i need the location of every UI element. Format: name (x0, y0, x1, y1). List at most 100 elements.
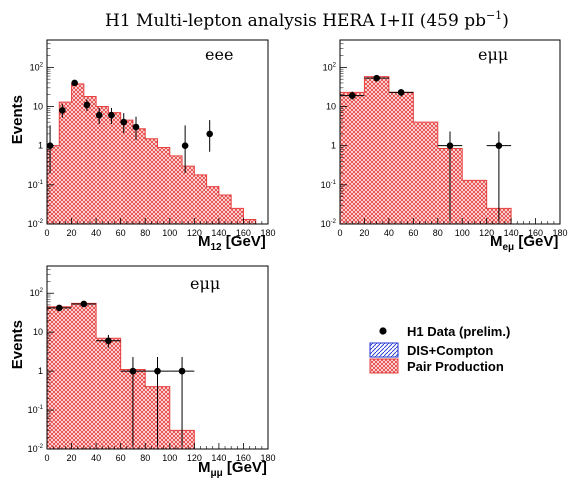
x-tick-label: 60 (116, 453, 126, 463)
y-tick-label: 102 (323, 62, 337, 72)
x-tick-label: 160 (236, 228, 251, 238)
data-point (373, 74, 380, 82)
x-tick-label: 80 (140, 228, 150, 238)
legend-swatch-dis-compton (369, 342, 399, 358)
histogram-bar (388, 92, 414, 224)
data-point (181, 142, 189, 149)
histogram-bar (169, 155, 183, 224)
legend: H1 Data (prelim.) DIS+Compton Pair Produ… (369, 324, 510, 374)
x-tick-label: 80 (140, 453, 150, 463)
y-tick-label: 102 (30, 62, 44, 72)
data-point (132, 123, 140, 131)
x-tick-label: 80 (433, 228, 443, 238)
x-tick-label: 180 (260, 453, 275, 463)
histogram-bar (194, 174, 207, 224)
y-tick-label: 10 (33, 327, 43, 337)
histogram-bar (96, 338, 121, 449)
y-tick-label: 10-2 (28, 219, 44, 229)
data-point (71, 79, 78, 87)
histogram-outline (46, 302, 195, 449)
legend-marker-data (379, 327, 387, 335)
x-tick-label: 180 (260, 228, 275, 238)
histogram-bar (132, 128, 146, 224)
x-axis-title: Meμ [GeV] (490, 233, 558, 253)
x-tick-label: 160 (528, 228, 543, 238)
data-point (83, 101, 91, 109)
panel-label: eee (205, 45, 233, 64)
legend-swatch-pair-production (369, 358, 399, 374)
x-tick-label: 140 (211, 228, 226, 238)
y-tick-label: 1 (38, 366, 43, 376)
x-tick-label: 120 (187, 228, 202, 238)
x-tick-label: 140 (504, 228, 519, 238)
x-tick-label: 0 (44, 228, 49, 238)
legend-label-dis-compton: DIS+Compton (407, 343, 493, 358)
data-point (55, 304, 63, 312)
y-tick-label: 10-2 (28, 444, 44, 454)
x-tick-label: 20 (67, 453, 77, 463)
x-tick-label: 20 (359, 228, 369, 238)
x-tick-label: 180 (552, 228, 567, 238)
histogram-bar (120, 120, 133, 224)
data-point (95, 111, 103, 119)
histogram-bar (218, 195, 232, 224)
x-tick-label: 120 (479, 228, 494, 238)
histogram-bar (145, 138, 158, 224)
data-point (178, 367, 186, 375)
histogram-bar (108, 112, 121, 224)
x-axis-title: Mμμ [GeV] (198, 459, 267, 479)
data-point (154, 367, 161, 375)
y-tick-label: 1 (331, 141, 336, 151)
histogram-bar (71, 83, 84, 225)
data-point (129, 367, 137, 375)
histogram-bar (59, 102, 72, 224)
data-point (80, 300, 88, 308)
figure-title: H1 Multi-lepton analysis HERA I+II (459 … (105, 9, 509, 31)
histogram-bar (206, 186, 219, 224)
histogram-bar (157, 147, 170, 224)
y-axis-title: Events (9, 95, 26, 144)
x-tick-label: 60 (116, 228, 126, 238)
y-tick-label: 1 (38, 141, 43, 151)
x-tick-label: 20 (67, 228, 77, 238)
panel-label: eμμ (190, 274, 220, 293)
panel-label: eμμ (478, 45, 508, 64)
histogram-bar (413, 122, 438, 224)
x-tick-label: 100 (162, 453, 177, 463)
x-tick-label: 140 (211, 453, 226, 463)
x-tick-label: 0 (337, 228, 342, 238)
data-point (108, 111, 115, 119)
plot-panel-emumu-mass-emu: 0 20 40 60 80 100 120 140 160 180 10-2 10-1 1 10 102 eμ… (321, 39, 568, 253)
data-point (495, 142, 503, 149)
data-point (348, 92, 356, 99)
y-tick-label: 10-1 (321, 180, 337, 190)
x-tick-label: 100 (162, 228, 177, 238)
x-tick-label: 120 (187, 453, 202, 463)
histogram-outline (46, 83, 257, 224)
histogram-outline (339, 76, 512, 224)
y-tick-label: 10-1 (28, 180, 44, 190)
histogram-bar (47, 306, 72, 449)
x-tick-label: 100 (455, 228, 470, 238)
data-point (105, 337, 112, 345)
x-tick-label: 60 (408, 228, 418, 238)
legend-label-data: H1 Data (prelim.) (407, 324, 510, 339)
histogram-bar (71, 303, 97, 449)
x-tick-label: 40 (91, 453, 101, 463)
data-point (446, 142, 454, 149)
y-tick-label: 10-2 (321, 219, 337, 229)
data-point (397, 89, 405, 96)
y-tick-label: 10 (33, 102, 43, 112)
x-tick-label: 40 (91, 228, 101, 238)
histogram-bar (340, 92, 365, 224)
x-axis-title: M12 [GeV] (198, 233, 266, 253)
y-tick-label: 10 (326, 102, 336, 112)
histogram-bar (364, 76, 389, 224)
histogram-bar (96, 106, 109, 224)
legend-label-pair-production: Pair Production (407, 359, 504, 374)
x-tick-label: 0 (44, 453, 49, 463)
x-tick-label: 40 (384, 228, 394, 238)
data-point (206, 130, 213, 138)
histogram-bar (182, 166, 195, 224)
